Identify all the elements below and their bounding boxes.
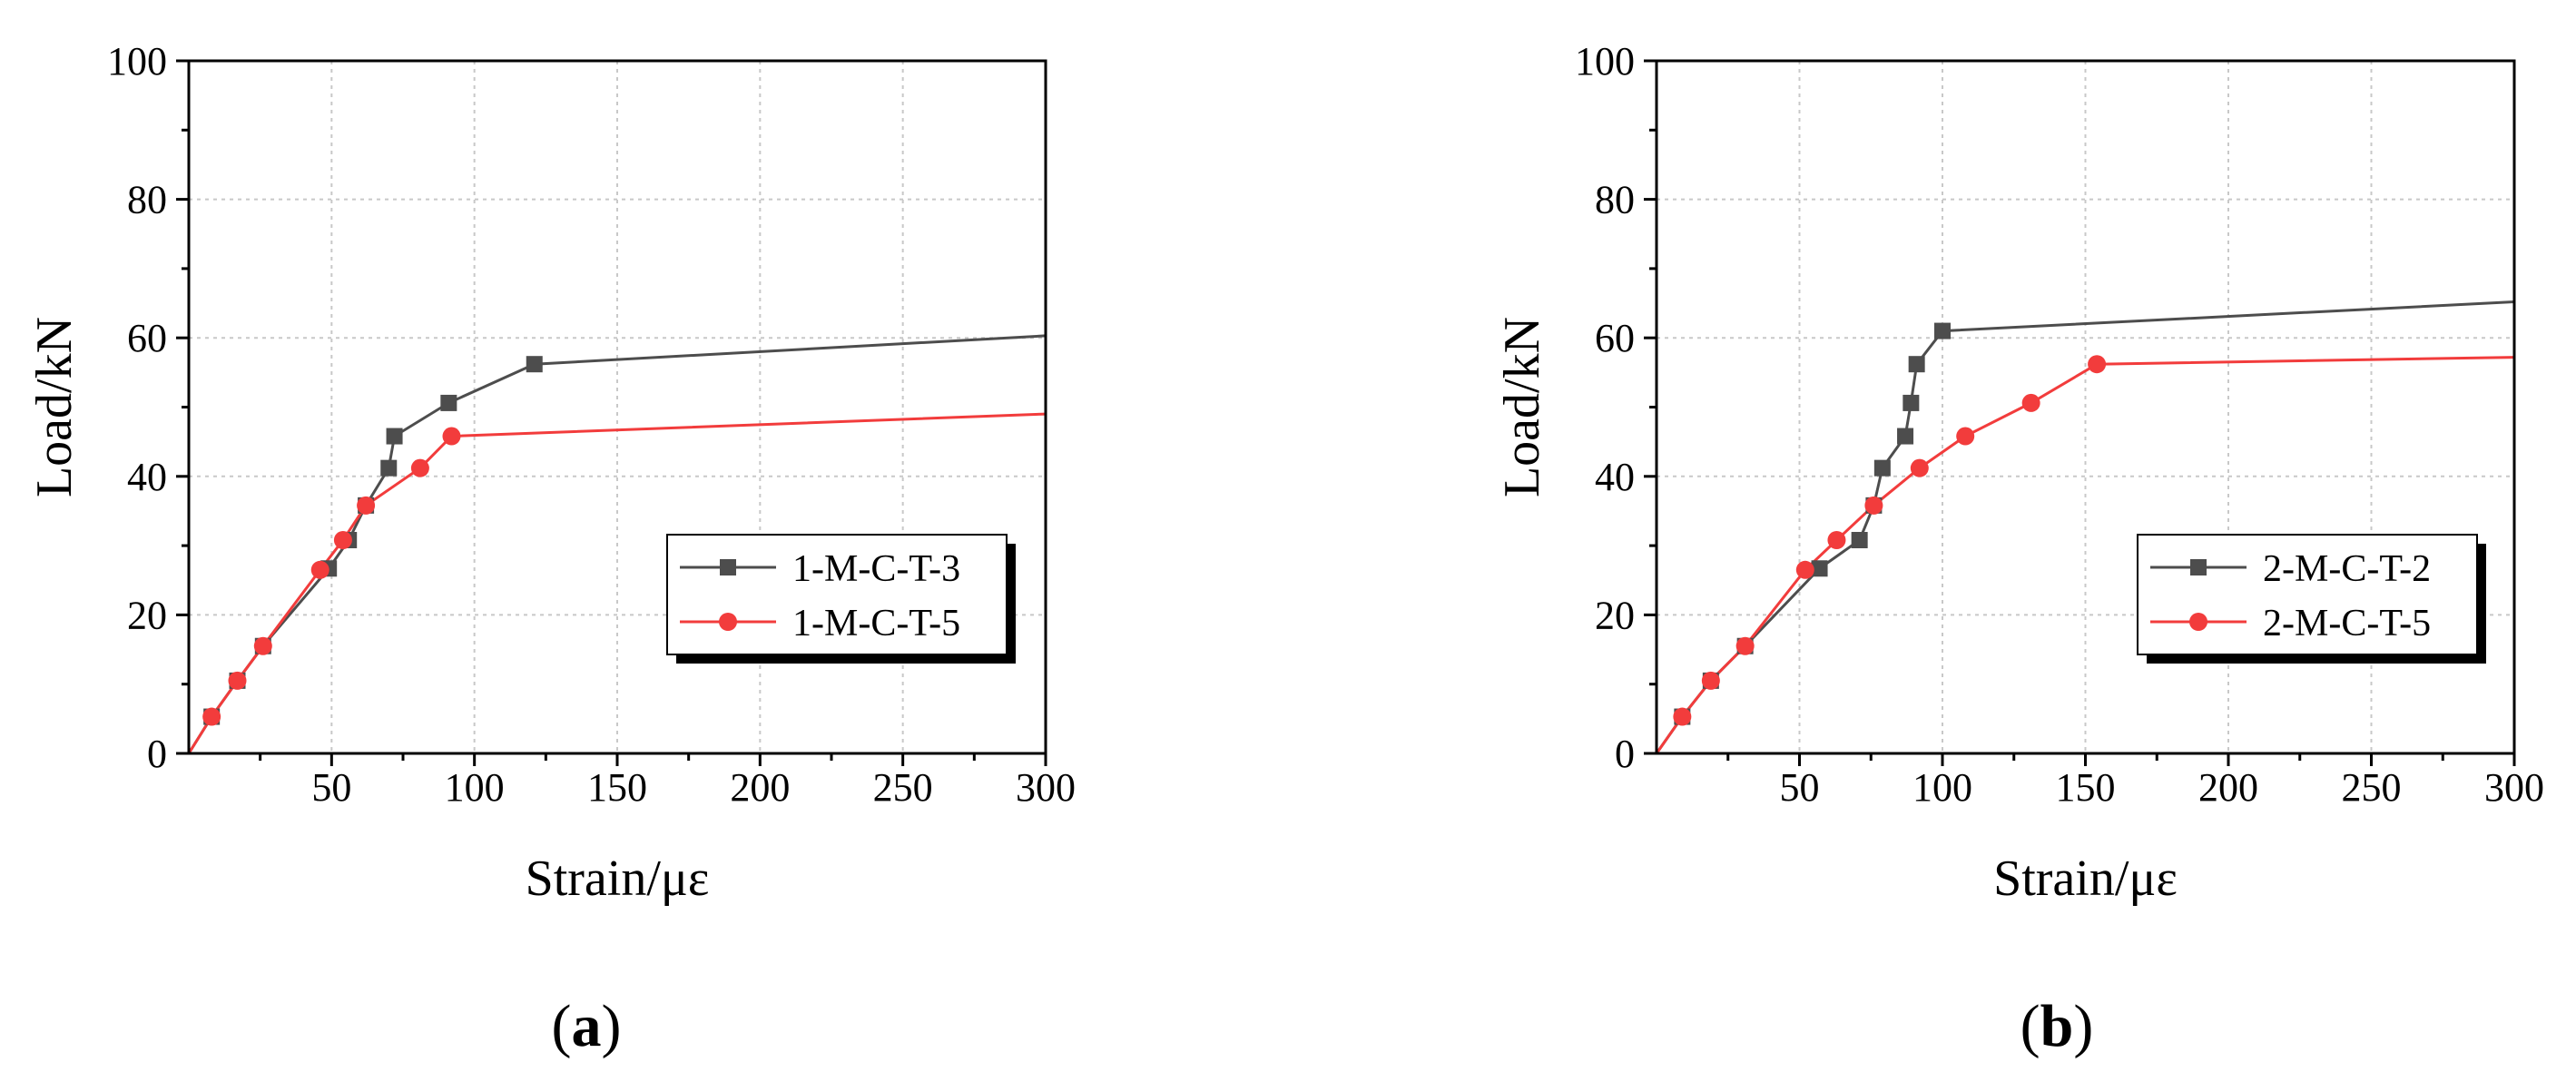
y-tick-label: 20 [127,593,167,637]
data-point [357,496,376,515]
series-markers-1 [203,356,543,725]
x-axis-title: Strain/με [1993,851,2178,907]
data-point [1735,636,1755,655]
x-tick-label: 100 [445,765,505,810]
chart-panel-b: 0 20 40 60 80 100 50 100 150 200 250 300 Strain/με Lo… [1494,39,2544,907]
y-tick-label: 0 [147,732,167,776]
y-tick-label: 80 [127,178,167,222]
y-tick-label: 80 [1595,178,1635,222]
panel-label-a: (a) [552,993,622,1059]
y-tick-label: 40 [1595,455,1635,499]
y-tick-label: 60 [1595,316,1635,360]
chart-panel-a: 0 20 40 60 80 100 50 100 150 200 250 300 Strain/με Lo… [26,39,1076,907]
legend-box [666,534,1008,655]
legend-swatch-marker [2189,613,2207,631]
x-tick-label: 50 [311,765,351,810]
data-point [380,459,398,477]
data-point [2021,393,2040,412]
legend-label: 2-M-C-T-2 [2263,548,2431,590]
y-tick-label: 60 [127,316,167,360]
data-point [2088,355,2107,374]
data-point [442,427,461,446]
legend-swatch-marker [719,613,737,631]
legend-label: 2-M-C-T-5 [2263,603,2431,644]
x-tick-label: 300 [2484,765,2544,810]
y-axis: 0 20 40 60 80 100 [1575,39,1657,776]
x-tick-label: 200 [2198,765,2258,810]
legend-box [2137,534,2478,655]
data-point [410,458,429,477]
legend-swatch-marker [720,559,736,575]
data-point [1795,560,1814,579]
x-tick-label: 100 [1912,765,1972,810]
y-axis: 0 20 40 60 80 100 [107,39,189,776]
x-tick-label: 300 [1016,765,1076,810]
x-tick-label: 50 [1780,765,1820,810]
data-point [1908,356,1925,373]
data-point [1827,530,1846,549]
x-tick-label: 150 [587,765,647,810]
data-point [1873,459,1891,477]
x-axis: 50 100 150 200 250 300 [1726,753,2544,810]
legend-label: 1-M-C-T-5 [792,603,960,644]
data-point [386,428,403,445]
data-point [253,636,272,655]
panel-label-b: (b) [2020,993,2094,1059]
data-point [1956,427,1975,446]
data-point [1934,322,1951,339]
x-tick-label: 150 [2056,765,2116,810]
data-point [310,560,329,579]
gridlines [189,61,1046,753]
y-tick-label: 100 [1575,39,1635,84]
series-markers-2 [202,427,461,726]
data-point [1851,531,1868,548]
x-tick-label: 200 [730,765,790,810]
data-point [440,394,457,411]
y-tick-label: 20 [1595,593,1635,637]
data-point [526,356,543,373]
data-point [1864,496,1883,515]
series-markers-2 [1673,355,2107,726]
series-line-2 [187,412,1047,754]
y-tick-label: 0 [1615,732,1635,776]
legend: 2-M-C-T-2 2-M-C-T-5 [2137,534,2486,664]
data-point [202,707,221,726]
data-point [1673,707,1692,726]
data-point [1903,394,1920,411]
x-tick-label: 250 [873,765,933,810]
legend-label: 1-M-C-T-3 [792,548,960,590]
data-point [1897,428,1914,445]
data-point [1811,560,1828,577]
y-tick-label: 40 [127,455,167,499]
x-tick-label: 250 [2342,765,2402,810]
y-tick-label: 100 [107,39,167,84]
x-axis: 50 100 150 200 250 300 [259,753,1076,810]
gridlines [1657,61,2514,753]
y-axis-title: Load/kN [26,317,83,497]
y-axis-title: Load/kN [1494,317,1550,497]
data-point [333,530,352,549]
data-point [228,671,247,690]
series-markers-1 [1674,322,1951,725]
data-point [1910,458,1929,477]
legend: 1-M-C-T-3 1-M-C-T-5 [666,534,1016,664]
legend-swatch-marker [2190,559,2207,575]
x-axis-title: Strain/με [526,851,710,907]
data-point [1701,671,1720,690]
